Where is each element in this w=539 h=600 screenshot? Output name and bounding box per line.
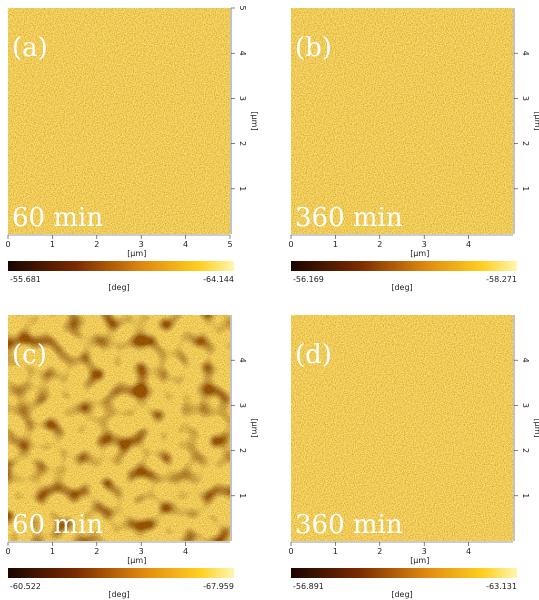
scale-min: -56.891: [293, 582, 324, 591]
x-tick-label: 4: [466, 240, 471, 249]
x-tick-label: 0: [5, 240, 10, 249]
scale-min: -56.169: [293, 275, 324, 284]
colorbar: [291, 261, 517, 271]
x-tick-label: 0: [288, 547, 293, 556]
time-label: 60 min: [12, 203, 103, 233]
y-tick-label: 3: [521, 403, 530, 408]
x-tick-label: 4: [183, 240, 188, 249]
y-unit: [μm]: [250, 418, 259, 437]
y-tick-label: 4: [238, 51, 247, 56]
colorbar: [8, 261, 234, 271]
x-tick-label: 2: [377, 240, 382, 249]
scale-min: -55.681: [10, 275, 41, 284]
x-tick-label: 1: [50, 240, 55, 249]
colorbar: [8, 568, 234, 578]
x-tick-label: 1: [333, 240, 338, 249]
x-tick-label: 4: [466, 547, 471, 556]
y-tick-label: 1: [238, 493, 247, 498]
scale-min: -60.522: [10, 582, 41, 591]
y-tick-label: 2: [238, 141, 247, 146]
x-unit: [μm]: [410, 249, 429, 258]
time-label: 360 min: [295, 510, 403, 540]
y-tick-label: 3: [238, 96, 247, 101]
x-tick-label: 3: [139, 240, 144, 249]
x-tick-label: 2: [94, 240, 99, 249]
y-tick-label: 2: [238, 448, 247, 453]
y-tick-label: 1: [521, 493, 530, 498]
panel-label: (a): [12, 33, 48, 63]
y-tick-label: 1: [521, 186, 530, 191]
y-tick-label: 4: [238, 358, 247, 363]
scale-unit: [deg]: [108, 283, 129, 292]
time-label: 360 min: [295, 203, 403, 233]
y-unit: [μm]: [533, 418, 539, 437]
y-tick-label: 4: [521, 51, 530, 56]
scale-max: -67.959: [203, 582, 234, 591]
figure: (a)60 min012345[μm]12345[μm]-55.681-64.1…: [0, 0, 539, 600]
x-unit: [μm]: [127, 249, 146, 258]
y-unit: [μm]: [250, 111, 259, 130]
y-tick-label: 2: [521, 141, 530, 146]
x-tick-label: 5: [227, 240, 232, 249]
x-tick-label: 0: [288, 240, 293, 249]
y-tick-label: 5: [238, 5, 247, 10]
scale-unit: [deg]: [391, 590, 412, 599]
panel-label: (d): [295, 340, 332, 370]
x-tick-label: 1: [333, 547, 338, 556]
x-tick-label: 3: [139, 547, 144, 556]
y-tick-label: 3: [238, 403, 247, 408]
scale-max: -58.271: [486, 275, 517, 284]
y-tick-label: 4: [521, 358, 530, 363]
y-tick-label: 2: [521, 448, 530, 453]
time-label: 60 min: [12, 510, 103, 540]
y-tick-label: 1: [238, 186, 247, 191]
y-tick-label: 3: [521, 96, 530, 101]
x-tick-label: 4: [183, 547, 188, 556]
y-unit: [μm]: [533, 111, 539, 130]
scale-unit: [deg]: [108, 590, 129, 599]
x-tick-label: 2: [94, 547, 99, 556]
x-unit: [μm]: [410, 556, 429, 565]
x-tick-label: 0: [5, 547, 10, 556]
x-tick-label: 3: [422, 240, 427, 249]
x-unit: [μm]: [127, 556, 146, 565]
colorbar: [291, 568, 517, 578]
x-tick-label: 2: [377, 547, 382, 556]
scale-unit: [deg]: [391, 283, 412, 292]
x-tick-label: 1: [50, 547, 55, 556]
panel-label: (c): [12, 340, 47, 370]
x-tick-label: 3: [422, 547, 427, 556]
panel-label: (b): [295, 33, 332, 63]
scale-max: -64.144: [203, 275, 234, 284]
scale-max: -63.131: [486, 582, 517, 591]
